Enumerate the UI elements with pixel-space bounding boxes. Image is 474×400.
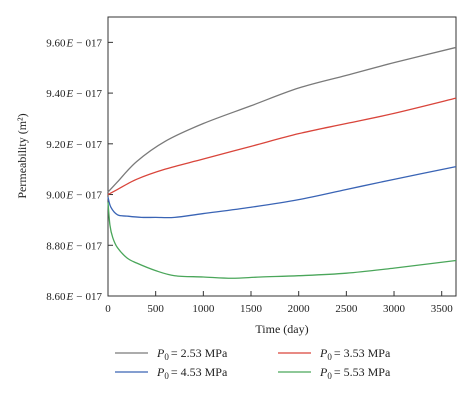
legend-item: P0 = 5.53 MPa	[278, 365, 391, 381]
series-line-2	[107, 97, 457, 196]
y-tick-label: 9.20E −017	[46, 139, 102, 151]
x-tick-label: 2000	[288, 303, 311, 315]
legend-item: P0 = 4.53 MPa	[115, 365, 228, 381]
legend-label: P0 = 4.53 MPa	[156, 365, 228, 381]
legend-label: P0 = 5.53 MPa	[319, 365, 391, 381]
x-tick-label: 3000	[383, 303, 406, 315]
x-tick-label: 2500	[335, 303, 358, 315]
x-tick-label: 0	[105, 303, 111, 315]
legend-label: P0 = 3.53 MPa	[319, 346, 391, 362]
legend-item: P0 = 3.53 MPa	[278, 346, 391, 362]
series-line-3	[107, 166, 457, 219]
plot-frame	[107, 16, 457, 297]
x-tick-label: 1500	[240, 303, 263, 315]
x-tick-label: 1000	[192, 303, 215, 315]
y-tick-label: 9.00E −017	[46, 190, 102, 202]
x-tick-label: 3500	[431, 303, 454, 315]
x-axis-label: Time (day)	[255, 322, 308, 336]
y-axis-label: Permeability (m²)	[15, 113, 29, 198]
x-tick-label: 500	[147, 303, 164, 315]
x-axis: 0 500 1000 1500 2000 2500 3000 3500	[105, 291, 453, 315]
y-tick-label: 9.40E −017	[46, 88, 102, 100]
legend-label: P0 = 2.53 MPa	[156, 346, 228, 362]
y-tick-label: 8.60E −017	[46, 291, 102, 303]
y-tick-label: 8.80E −017	[46, 240, 102, 252]
legend: P0 = 2.53 MPa P0 = 3.53 MPa P0 = 4.53 MPa P0 = …	[115, 346, 391, 381]
series-line-1	[107, 46, 457, 193]
legend-item: P0 = 2.53 MPa	[115, 346, 228, 362]
series-lines	[107, 46, 457, 279]
y-tick-label: 9.60E −017	[46, 37, 102, 49]
series-line-4	[107, 202, 457, 279]
y-axis: 8.60E −017 8.80E −017 9.00E −017 9.20E −017 9.40…	[46, 37, 113, 303]
